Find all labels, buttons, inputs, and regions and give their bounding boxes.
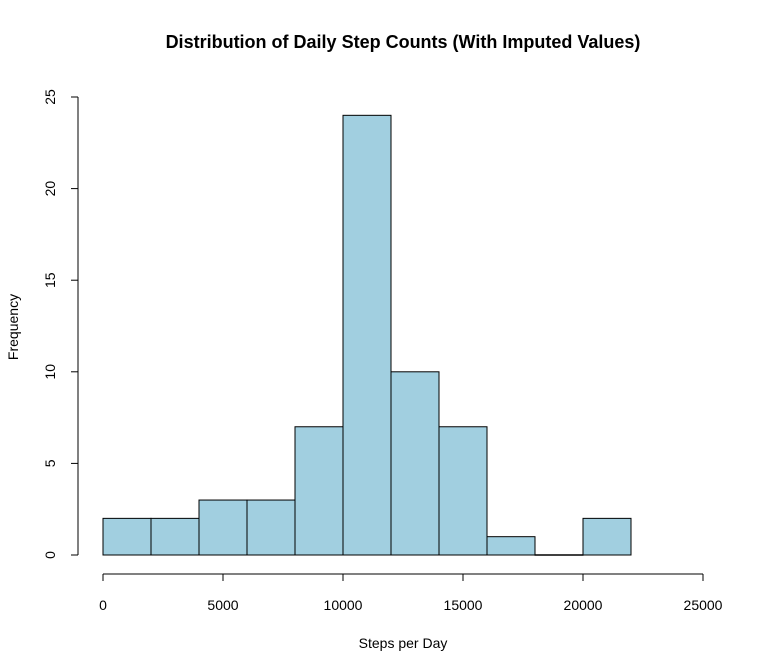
histogram-bar bbox=[486, 536, 536, 556]
x-tick-label: 10000 bbox=[324, 597, 363, 613]
y-tick-label: 0 bbox=[42, 551, 58, 559]
x-tick-label: 0 bbox=[99, 597, 107, 613]
y-tick-label: 25 bbox=[42, 89, 58, 105]
x-axis-label: Steps per Day bbox=[359, 635, 448, 651]
x-tick-label: 20000 bbox=[564, 597, 603, 613]
x-tick-label: 15000 bbox=[444, 597, 483, 613]
chart-title: Distribution of Daily Step Counts (With … bbox=[166, 32, 641, 52]
histogram-bar bbox=[534, 554, 584, 556]
x-tick-label: 5000 bbox=[207, 597, 238, 613]
histogram-bar bbox=[438, 426, 488, 556]
histogram-bar bbox=[390, 371, 440, 556]
histogram-bar bbox=[102, 517, 152, 556]
histogram-bar bbox=[294, 426, 344, 556]
y-tick-label: 15 bbox=[42, 272, 58, 288]
y-axis-label: Frequency bbox=[5, 294, 21, 360]
histogram-bar bbox=[198, 499, 248, 556]
y-tick-label: 10 bbox=[42, 364, 58, 380]
histogram-bar bbox=[246, 499, 296, 556]
histogram-bar bbox=[342, 114, 392, 556]
y-tick-label: 20 bbox=[42, 181, 58, 197]
y-tick-label: 5 bbox=[42, 459, 58, 467]
histogram-bar bbox=[150, 517, 200, 556]
histogram-bar bbox=[582, 517, 632, 556]
x-axis: 0 5000 10000 15000 20000 25000 bbox=[99, 573, 723, 613]
x-tick-label: 25000 bbox=[684, 597, 723, 613]
y-axis: 0 5 10 15 20 25 bbox=[42, 89, 79, 559]
bars-group bbox=[102, 114, 632, 556]
